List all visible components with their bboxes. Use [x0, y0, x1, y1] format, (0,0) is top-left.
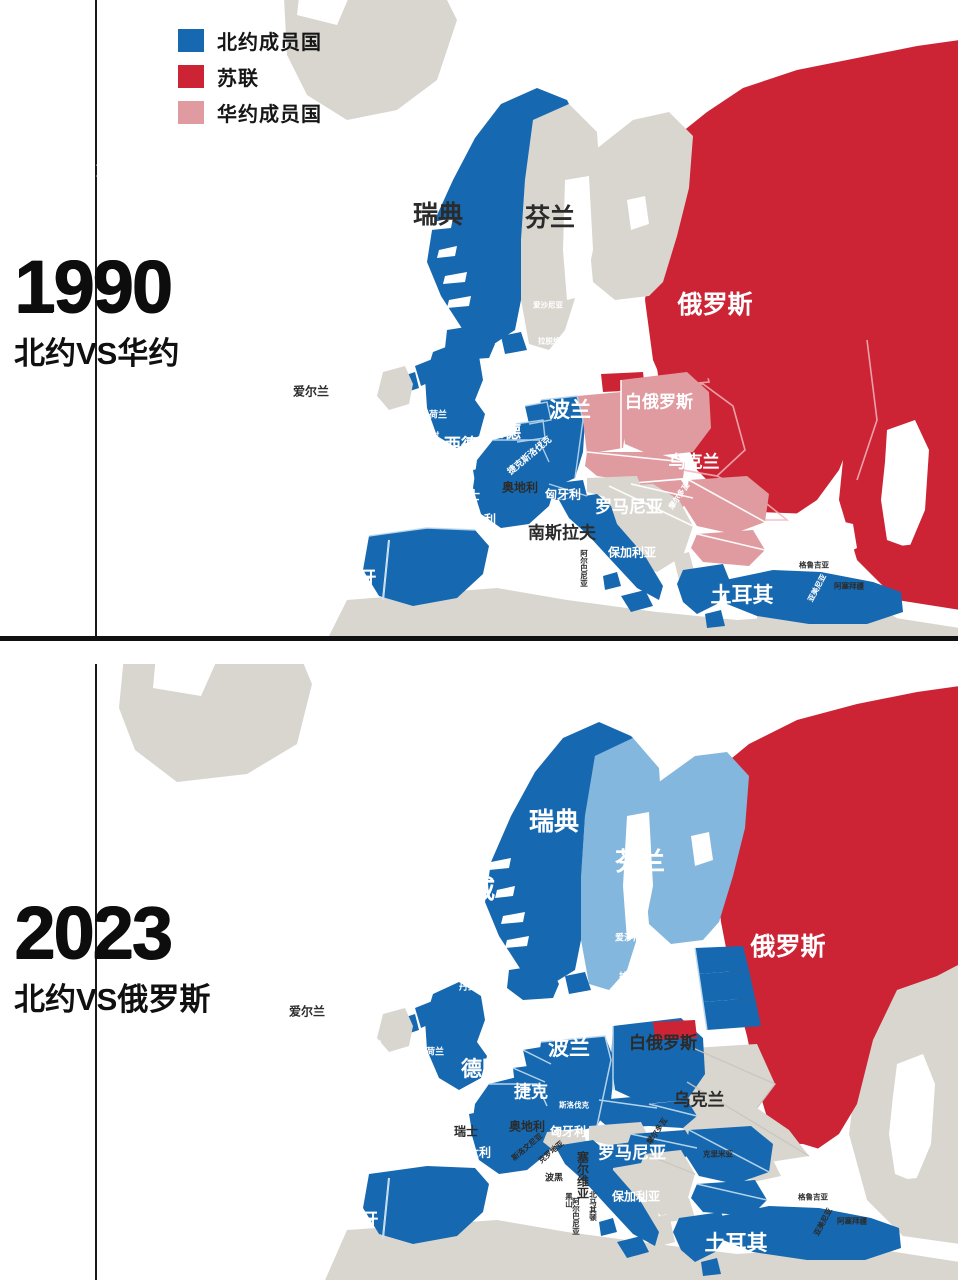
title-block-2023: 2023 北约VS俄罗斯: [14, 891, 211, 1019]
map-panel-2023: 北约成员国 俄罗斯: [0, 642, 958, 1280]
panel-divider: [0, 636, 958, 641]
europe-map-2023: [97, 664, 958, 1280]
map-frame-2023: [95, 664, 958, 1280]
legend-item-soviet: 苏联: [178, 62, 322, 91]
legend-1990: 北约成员国 苏联 华约成员国: [178, 26, 322, 134]
legend-swatch-nato: [178, 29, 204, 52]
year-label-2023: 2023: [14, 891, 173, 974]
map-frame-1990: [95, 0, 958, 638]
legend-label-nato: 北约成员国: [217, 32, 322, 54]
legend-item-warsaw: 华约成员国: [178, 98, 322, 127]
year-label-1990: 1990: [14, 245, 173, 328]
legend-label-warsaw: 华约成员国: [217, 104, 322, 126]
legend-swatch-warsaw: [178, 101, 204, 124]
legend-swatch-soviet: [178, 65, 204, 88]
legend-item-nato: 北约成员国: [178, 26, 322, 55]
europe-map-1990: [97, 0, 958, 638]
subtitle-2023: 北约VS俄罗斯: [14, 982, 211, 1018]
subtitle-1990: 北约VS华约: [14, 336, 180, 372]
map-panel-1990: 北约成员国 苏联 华约成员国: [0, 0, 958, 638]
title-block-1990: 1990 北约VS华约: [14, 245, 180, 373]
legend-label-soviet: 苏联: [217, 68, 259, 90]
